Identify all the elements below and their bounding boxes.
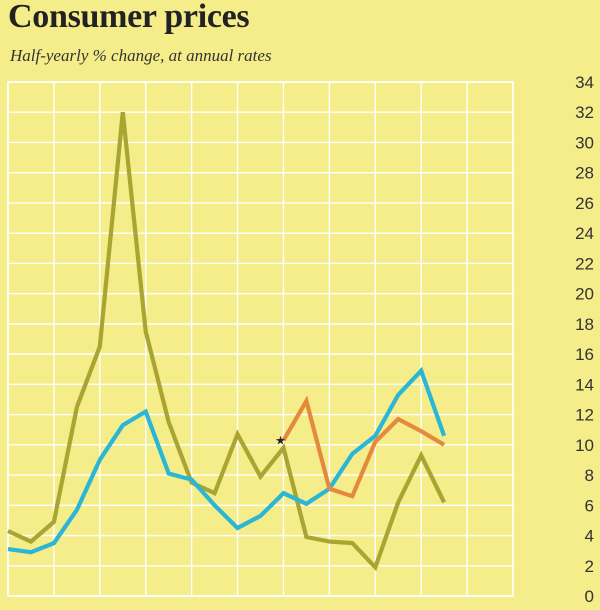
y-tick-label: 14 xyxy=(575,375,594,394)
y-tick-label: 12 xyxy=(575,406,594,425)
y-tick-label: 24 xyxy=(575,224,594,243)
chart-subtitle: Half-yearly % change, at annual rates xyxy=(10,46,272,65)
y-tick-label: 32 xyxy=(575,103,594,122)
series-line-olive xyxy=(7,111,446,572)
series-line-orange xyxy=(281,395,446,499)
plot-frame xyxy=(7,81,514,597)
chart-title: Consumer prices xyxy=(8,0,250,35)
y-tick-label: 28 xyxy=(575,164,594,183)
y-tick-label: 10 xyxy=(575,436,594,455)
y-tick-label: 34 xyxy=(575,73,594,92)
y-tick-label: 2 xyxy=(585,557,594,576)
star-marker: ★ xyxy=(275,433,286,447)
y-tick-label: 26 xyxy=(575,194,594,213)
y-tick-label: 0 xyxy=(585,587,594,606)
annotations: ★ xyxy=(275,433,286,447)
y-tick-label: 22 xyxy=(575,254,594,273)
y-tick-label: 30 xyxy=(575,133,594,152)
y-tick-label: 4 xyxy=(585,527,594,546)
y-tick-label: 20 xyxy=(575,285,594,304)
y-tick-label: 16 xyxy=(575,345,594,364)
gridlines xyxy=(7,81,514,597)
y-tick-label: 18 xyxy=(575,315,594,334)
y-tick-label: 8 xyxy=(585,466,594,485)
y-tick-label: 6 xyxy=(585,496,594,515)
series-line-blue xyxy=(7,366,447,555)
series-lines xyxy=(7,111,447,572)
